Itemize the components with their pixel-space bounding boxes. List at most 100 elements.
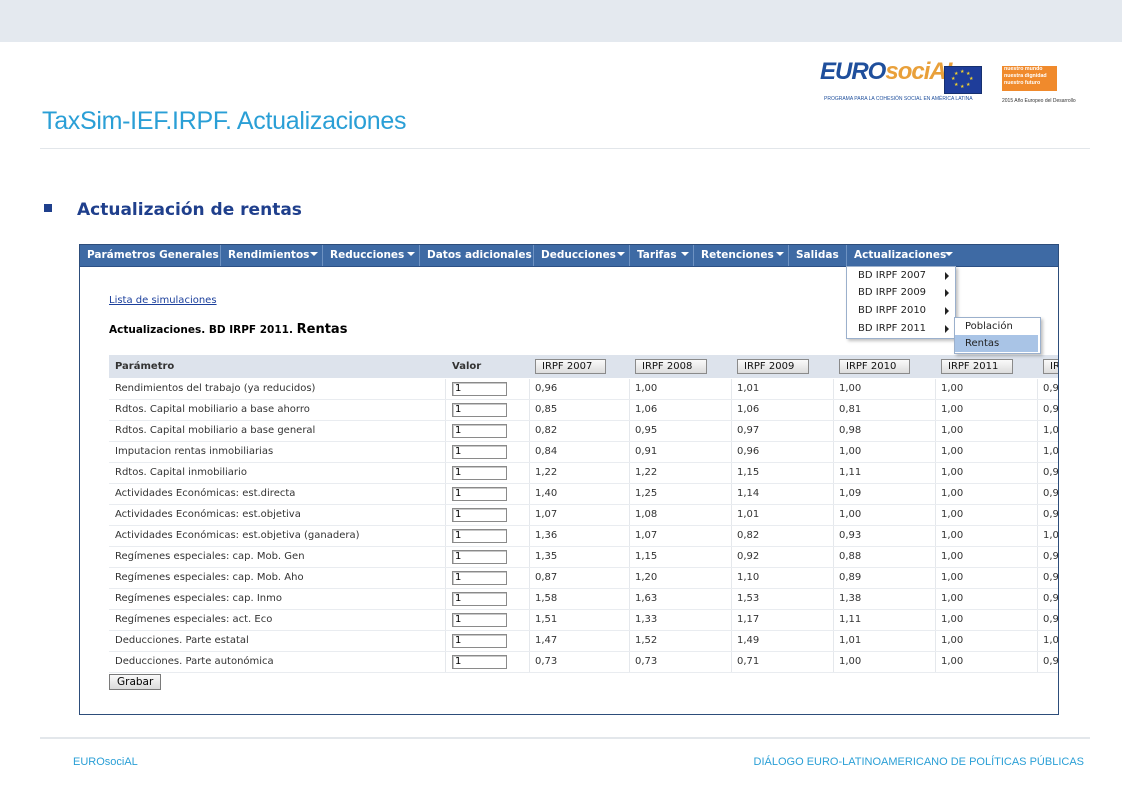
valor-input[interactable]: 1 [452,403,507,417]
column-separator [529,421,530,441]
column-separator [833,484,834,504]
year-button-irpf-2009[interactable]: IRPF 2009 [737,359,809,374]
dropdown-item-bd-irpf-2007[interactable]: BD IRPF 2007 [847,267,955,284]
page-heading: Actualizaciones. BD IRPF 2011. Rentas [109,322,347,337]
dropdown-item-bd-irpf-2010[interactable]: BD IRPF 2010 [847,302,955,319]
menu-reducciones[interactable]: Reducciones [323,245,420,266]
column-separator [833,463,834,483]
year-button-irpf-2008[interactable]: IRPF 2008 [635,359,707,374]
menu-parametros-generales[interactable]: Parámetros Generales [80,245,221,266]
column-separator [731,484,732,504]
year-button-irpf-2011[interactable]: IRPF 2011 [941,359,1013,374]
menu-datos-adicionales[interactable]: Datos adicionales [420,245,534,266]
year-button-irpf-partial[interactable]: IR [1043,359,1058,374]
submenu-item-poblacion[interactable]: Población [965,321,1013,332]
year-value-cell: 1,38 [839,593,862,604]
year-button-irpf-2007[interactable]: IRPF 2007 [535,359,606,374]
column-separator [529,547,530,567]
nuestro-mundo-logo: nuestro mundo nuestra dignidad nuestro f… [1002,66,1057,91]
column-separator [731,631,732,651]
column-separator [1037,547,1038,567]
year-value-cell: 1,33 [635,614,658,625]
valor-input[interactable]: 1 [452,382,507,396]
year-value-cell: 1,00 [941,530,964,541]
column-separator [1037,526,1038,546]
valor-input[interactable]: 1 [452,592,507,606]
column-separator [935,505,936,525]
valor-input[interactable]: 1 [452,445,507,459]
dropdown-item-bd-irpf-2011[interactable]: BD IRPF 2011 [847,320,955,337]
year-value-cell: 1,00 [941,446,964,457]
chevron-right-icon [945,307,949,315]
year-value-cell: 0,71 [737,656,760,667]
column-separator [445,400,446,420]
column-separator [731,547,732,567]
table-row: Regímenes especiales: cap. Mob. Gen 1 1,35… [109,547,1058,568]
column-separator [731,652,732,672]
submenu-item-rentas[interactable]: Rentas [955,335,1038,352]
column-separator [731,421,732,441]
year-value-cell: 0,82 [535,425,558,436]
param-cell: Rdtos. Capital mobiliario a base ahorro [115,404,310,415]
nm-line: nuestro mundo [1004,66,1043,72]
column-separator [935,484,936,504]
table-header: Parámetro Valor IRPF 2007 IRPF 2008 IRPF… [109,355,1058,378]
valor-input[interactable]: 1 [452,655,507,669]
nm-year-caption: 2015 Año Europeo del Desarrollo [1002,98,1076,104]
menu-actualizaciones[interactable]: Actualizaciones [847,245,957,266]
simulations-list-link[interactable]: Lista de simulaciones [109,295,217,306]
chevron-right-icon [945,272,949,280]
year-button-irpf-2010[interactable]: IRPF 2010 [839,359,910,374]
year-value-cell: 1,00 [941,635,964,646]
table-row: Rdtos. Capital inmobiliario 1 1,22 1,22 1,15… [109,463,1058,484]
eurosocial-tagline: PROGRAMA PARA LA COHESIÓN SOCIAL EN AMÉR… [824,96,973,102]
year-value-cell: 1,20 [635,572,658,583]
dropdown-item-label: BD IRPF 2010 [858,305,927,316]
column-separator [445,547,446,567]
column-header-valor: Valor [452,361,482,372]
valor-input[interactable]: 1 [452,571,507,585]
column-separator [1037,505,1038,525]
year-value-cell: 0,9 [1043,467,1059,478]
column-separator [833,379,834,399]
section-heading: Actualización de rentas [77,200,302,220]
actualizaciones-dropdown: BD IRPF 2007 BD IRPF 2009 BD IRPF 2010 B… [846,266,956,339]
menu-label: Retenciones [701,249,774,261]
menu-deducciones[interactable]: Deducciones [534,245,630,266]
table-row: Deducciones. Parte autonómica 1 0,73 0,73 0,… [109,652,1058,673]
dropdown-item-bd-irpf-2009[interactable]: BD IRPF 2009 [847,284,955,301]
column-separator [833,610,834,630]
table-row: Actividades Económicas: est.objetiva (ga… [109,526,1058,547]
save-button[interactable]: Grabar [109,674,162,690]
year-value-cell: 1,00 [839,656,862,667]
column-separator [629,631,630,651]
menu-tarifas[interactable]: Tarifas [630,245,694,266]
param-cell: Actividades Económicas: est.directa [115,488,296,499]
column-separator [629,505,630,525]
column-separator [833,421,834,441]
chevron-down-icon [681,252,689,256]
column-separator [935,379,936,399]
menu-label: Salidas [796,249,839,261]
menu-rendimientos[interactable]: Rendimientos [221,245,323,266]
menu-salidas[interactable]: Salidas [789,245,847,266]
valor-input[interactable]: 1 [452,508,507,522]
valor-input[interactable]: 1 [452,424,507,438]
chevron-down-icon [776,252,784,256]
year-value-cell: 1,06 [635,404,658,415]
year-value-cell: 1,00 [839,509,862,520]
valor-input[interactable]: 1 [452,550,507,564]
valor-input[interactable]: 1 [452,487,507,501]
valor-input[interactable]: 1 [452,529,507,543]
valor-input[interactable]: 1 [452,466,507,480]
column-separator [629,610,630,630]
column-separator [731,568,732,588]
year-value-cell: 1,00 [941,572,964,583]
valor-input[interactable]: 1 [452,613,507,627]
menu-retenciones[interactable]: Retenciones [694,245,789,266]
year-value-cell: 0,97 [737,425,760,436]
year-value-cell: 1,25 [635,488,658,499]
column-separator [935,631,936,651]
column-separator [529,442,530,462]
valor-input[interactable]: 1 [452,634,507,648]
